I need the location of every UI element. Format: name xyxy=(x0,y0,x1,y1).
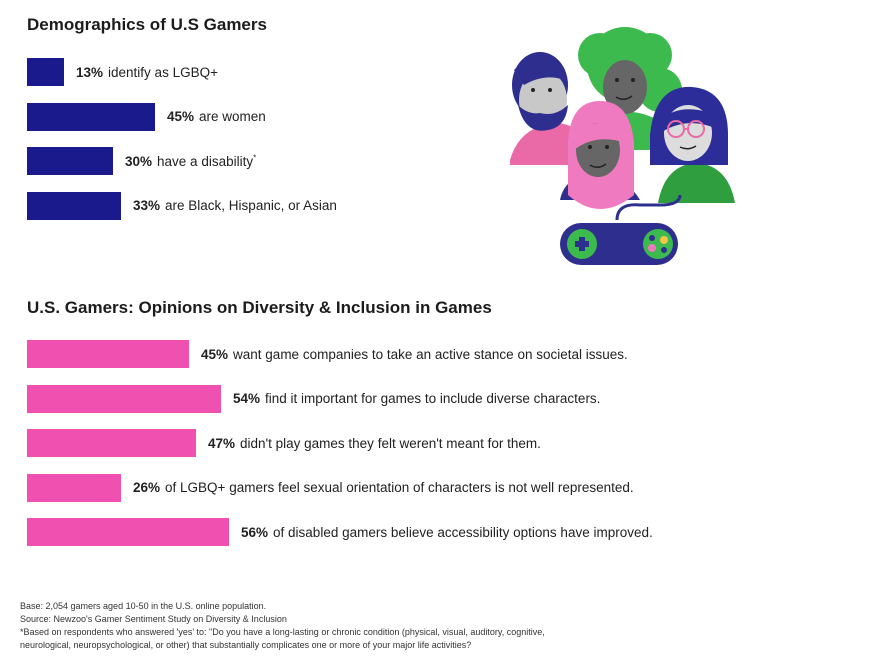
footer-footnote: *Based on respondents who answered 'yes'… xyxy=(20,627,545,637)
opinions-bar xyxy=(27,384,221,413)
opinions-row: 45% want game companies to take an active… xyxy=(27,340,628,368)
demographics-value-label: 30% xyxy=(125,153,153,169)
opinions-value-label: 47% xyxy=(208,435,236,451)
demographics-value-label: 33% xyxy=(133,198,161,213)
opinions-row: 47% didn't play games they felt weren't m… xyxy=(27,429,541,457)
opinions-label: 47% didn't play games they felt weren't m… xyxy=(208,436,541,451)
opinions-row: 26% of LGBQ+ gamers feel sexual orientati… xyxy=(27,473,634,502)
gamepad-icon xyxy=(560,194,682,265)
demographics-category-label: are women xyxy=(199,109,266,124)
footer-footnote-cont: neurological, neuropsychological, or oth… xyxy=(20,640,472,650)
gamers-illustration xyxy=(510,27,735,265)
opinions-label: 54% find it important for games to includ… xyxy=(233,391,600,406)
demographics-bar xyxy=(27,191,121,220)
opinions-bar xyxy=(27,340,189,368)
opinions-row: 54% find it important for games to includ… xyxy=(27,384,600,413)
demographics-value-label: 45% xyxy=(167,109,195,124)
opinions-label: 45% want game companies to take an active… xyxy=(201,347,628,362)
chart-title-demographics: Demographics of U.S Gamers xyxy=(27,15,267,34)
opinions-category-label: of disabled gamers believe accessibility… xyxy=(273,524,653,540)
footer-notes: Base: 2,054 gamers aged 10-50 in the U.S… xyxy=(20,600,720,652)
demographics-category-label: have a disability* xyxy=(157,153,257,169)
person-glasses-icon xyxy=(650,86,735,203)
demographics-category-label: are Black, Hispanic, or Asian xyxy=(165,198,337,213)
opinions-category-label: didn't play games they felt weren't mean… xyxy=(240,435,541,451)
person-bearded-icon xyxy=(510,52,585,165)
demographics-bar xyxy=(27,102,155,131)
demographics-row: 33% are Black, Hispanic, or Asian xyxy=(27,191,337,220)
opinions-value-label: 54% xyxy=(233,391,261,406)
demographics-row: 45% are women xyxy=(27,102,266,131)
demographics-label: 45% are women xyxy=(167,109,266,124)
person-hijab-icon xyxy=(560,101,640,209)
chart-title-opinions: U.S. Gamers: Opinions on Diversity & Inc… xyxy=(27,298,492,317)
opinions-category-label: want game companies to take an active st… xyxy=(233,346,628,362)
demographics-category-label: identify as LGBQ+ xyxy=(108,64,218,80)
demographics-row: 13% identify as LGBQ+ xyxy=(27,58,218,86)
opinions-bar xyxy=(27,473,121,502)
footer-source: Source: Newzoo's Gamer Sentiment Study o… xyxy=(20,614,287,624)
demographics-label: 30% have a disability* xyxy=(125,153,256,169)
opinions-category-label: find it important for games to include d… xyxy=(265,391,601,406)
opinions-label: 56% of disabled gamers believe accessibil… xyxy=(241,525,653,540)
opinions-value-label: 45% xyxy=(201,346,229,362)
demographics-label: 13% identify as LGBQ+ xyxy=(76,65,218,80)
opinions-value-label: 26% xyxy=(133,480,161,495)
opinions-value-label: 56% xyxy=(241,524,269,540)
demographics-bar xyxy=(27,147,113,175)
opinions-row: 56% of disabled gamers believe accessibil… xyxy=(27,518,653,546)
demographics-row: 30% have a disability* xyxy=(27,147,256,175)
opinions-label: 26% of LGBQ+ gamers feel sexual orientati… xyxy=(133,480,634,495)
demographics-bar xyxy=(27,58,64,86)
opinions-bar xyxy=(27,429,196,457)
opinions-category-label: of LGBQ+ gamers feel sexual orientation … xyxy=(165,480,634,495)
opinions-bar xyxy=(27,518,229,546)
footer-base: Base: 2,054 gamers aged 10-50 in the U.S… xyxy=(20,601,267,611)
demographics-label: 33% are Black, Hispanic, or Asian xyxy=(133,198,337,213)
demographics-value-label: 13% xyxy=(76,64,104,80)
